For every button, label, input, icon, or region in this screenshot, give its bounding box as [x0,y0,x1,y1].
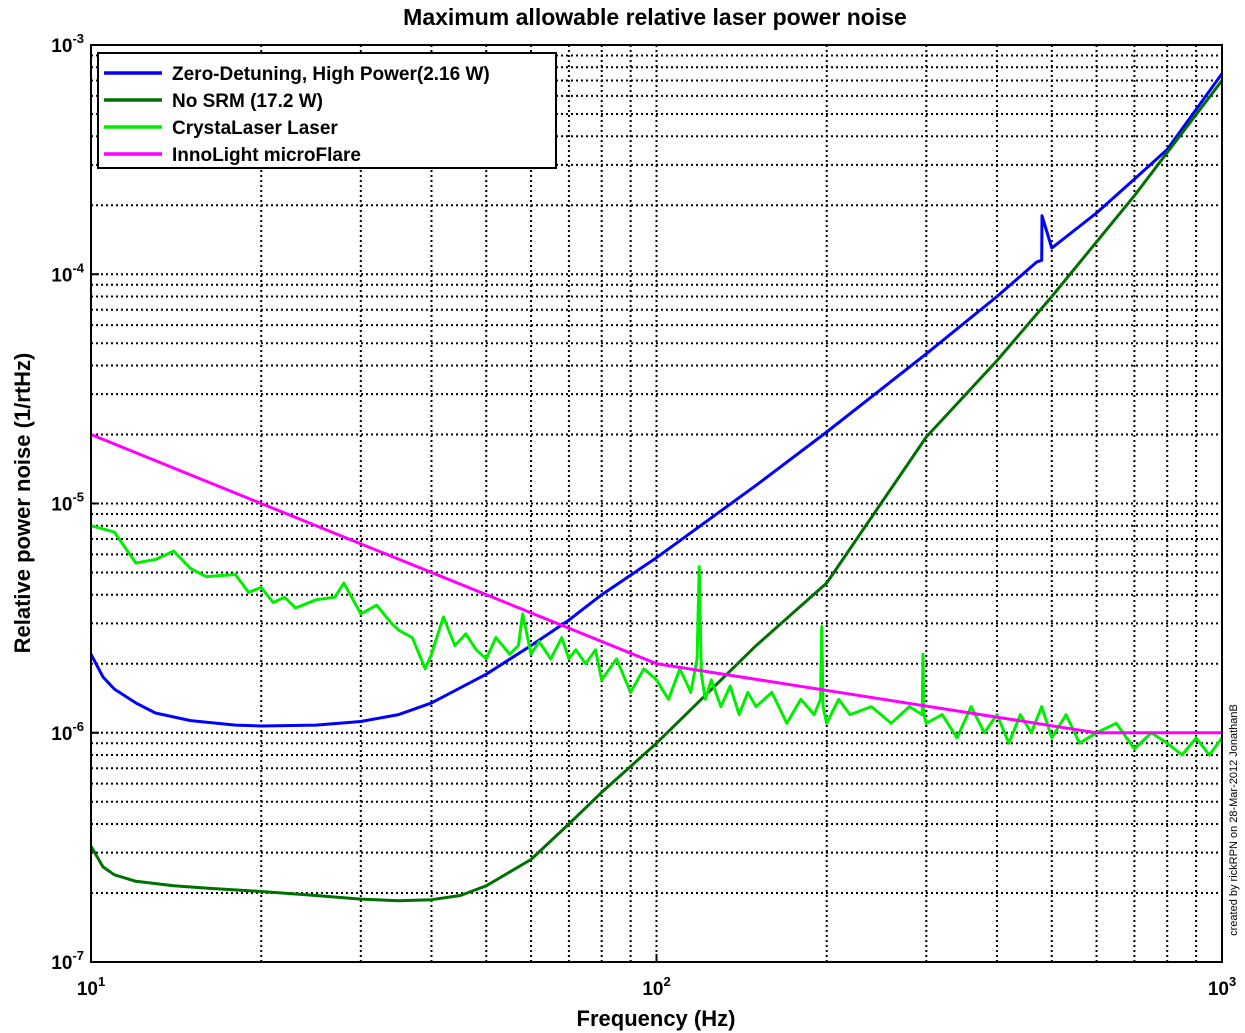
chart-title: Maximum allowable relative laser power n… [403,4,907,30]
series-line-2 [89,79,1224,903]
legend-label-2: No SRM (17.2 W) [172,91,323,112]
y-tick-label: 10-3 [51,31,84,57]
x-tick-label: 101 [77,974,105,1000]
y-axis-label: Relative power noise (1/rtHz) [10,353,35,654]
annotation-credit: created by rickRPN on 28-Mar-2012 Jonath… [1228,704,1240,936]
series-group [89,72,1224,903]
legend-label-4: InnoLight microFlare [172,145,361,166]
y-tick-label: 10-4 [51,260,84,286]
legend-label-3: CrystaLaser Laser [172,118,338,139]
series-line-1 [89,72,1224,728]
legend-box [97,52,557,169]
legend: Zero-Detuning, High Power(2.16 W) No SRM … [97,52,557,169]
x-axis-label: Frequency (Hz) [577,1006,736,1031]
ticks: 101 102 103 10-7 10-6 10-5 10-4 10-3 [51,31,1236,1000]
legend-label-1: Zero-Detuning, High Power(2.16 W) [172,64,490,85]
y-tick-label: 10-5 [51,490,84,516]
x-tick-label: 103 [1208,974,1236,1000]
y-tick-label: 10-6 [51,719,84,745]
series-line-3 [90,524,1224,757]
y-tick-label: 10-7 [51,948,84,974]
series-line-4 [90,433,1222,735]
x-tick-label: 102 [642,974,670,1000]
